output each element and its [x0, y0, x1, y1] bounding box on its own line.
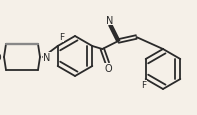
- Text: N: N: [106, 16, 113, 26]
- Text: O: O: [0, 53, 1, 62]
- Text: N: N: [43, 53, 50, 62]
- Text: O: O: [104, 63, 112, 73]
- Text: F: F: [141, 81, 146, 90]
- Text: F: F: [59, 33, 64, 42]
